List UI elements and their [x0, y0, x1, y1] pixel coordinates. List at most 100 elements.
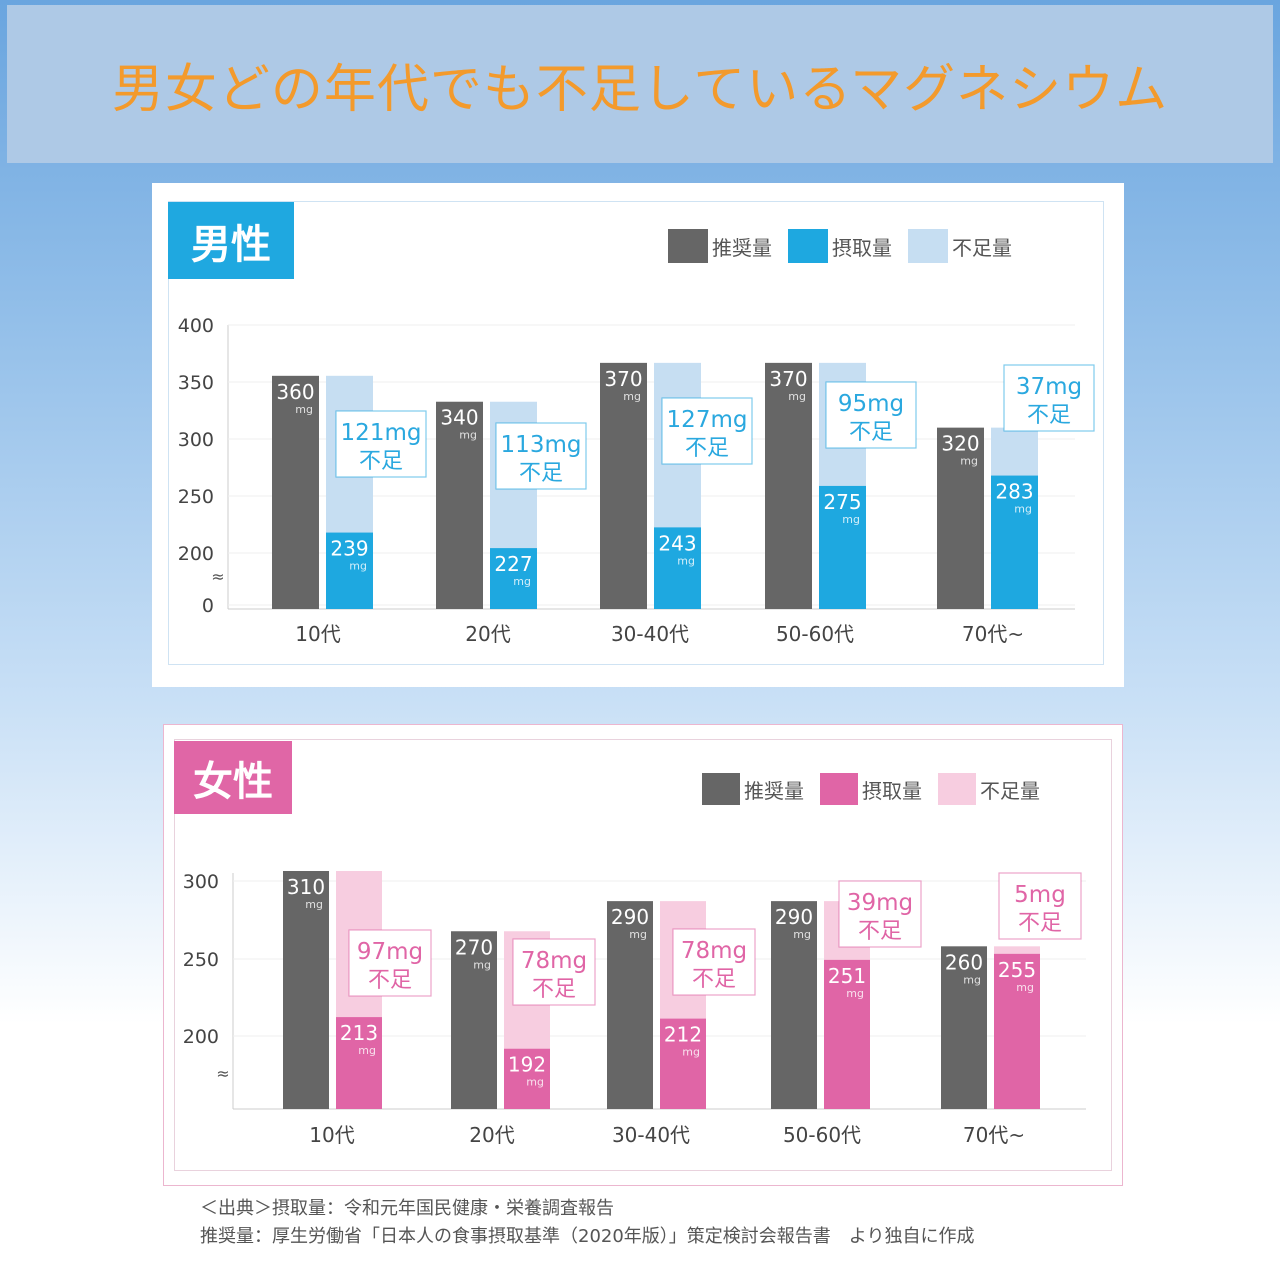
- legend-item-recommended: 推奨量: [702, 773, 804, 805]
- recommended-bar: [600, 362, 647, 609]
- recommended-bar: [283, 871, 329, 1109]
- shortage-text-label: 不足: [685, 436, 729, 461]
- recommended-unit-label: mg: [960, 455, 978, 468]
- y-tick-label: 250: [183, 949, 219, 971]
- recommended-value-label: 370: [769, 367, 807, 391]
- shortage-amount-label: 39mg: [847, 890, 913, 916]
- x-tick-label: 30-40代: [611, 622, 689, 646]
- intake-unit-label: mg: [677, 554, 695, 567]
- x-tick-label: 70代~: [963, 1123, 1025, 1147]
- intake-value-label: 227: [494, 552, 532, 576]
- legend-item-intake: 摂取量: [788, 229, 892, 263]
- intake-unit-label: mg: [846, 987, 864, 1000]
- legend-item-shortage: 不足量: [908, 229, 1012, 263]
- male-legend: 推奨量 摂取量 不足量: [668, 229, 1028, 263]
- intake-value-label: 213: [340, 1021, 378, 1045]
- recommended-bar: [941, 946, 987, 1109]
- shortage-amount-label: 37mg: [1016, 374, 1082, 400]
- legend-swatch-recommended: [668, 229, 708, 263]
- recommended-unit-label: mg: [295, 403, 313, 416]
- intake-bar: [991, 475, 1038, 609]
- recommended-unit-label: mg: [629, 928, 647, 941]
- recommended-value-label: 260: [945, 950, 983, 974]
- y-tick-label: 0: [202, 595, 214, 617]
- intake-value-label: 283: [995, 480, 1033, 504]
- shortage-amount-label: 113mg: [501, 432, 582, 458]
- shortage-callout-box: [825, 381, 917, 449]
- legend-item-recommended: 推奨量: [668, 229, 772, 263]
- legend-swatch-recommended: [702, 773, 740, 805]
- shortage-amount-label: 78mg: [521, 948, 587, 974]
- female-bar-chart: 300250200≈310mg213mg97mg不足10代270mg192mg7…: [183, 871, 1086, 1147]
- shortage-callout-box: [335, 410, 427, 478]
- male-bar-chart: 4003503002502000≈360mg239mg121mg不足10代340…: [178, 315, 1095, 646]
- page-title: 男女どの年代でも不足しているマグネシウム: [111, 59, 1169, 120]
- intake-unit-label: mg: [1016, 981, 1034, 994]
- source-line-2: 推奨量：厚生労働省「日本人の食事摂取基準（2020年版）」策定検討会報告書 より…: [200, 1226, 975, 1247]
- shortage-callout-box: [838, 880, 922, 948]
- recommended-bar: [771, 901, 817, 1109]
- recommended-value-label: 320: [941, 432, 979, 456]
- female-legend: 推奨量 摂取量 不足量: [702, 773, 1056, 805]
- shortage-text-label: 不足: [1018, 911, 1062, 936]
- intake-bar: [660, 1018, 706, 1109]
- shortage-amount-label: 97mg: [357, 939, 423, 965]
- x-tick-label: 50-60代: [776, 622, 854, 646]
- intake-unit-label: mg: [1014, 503, 1032, 516]
- y-tick-label: 200: [183, 1026, 219, 1048]
- x-tick-label: 20代: [465, 622, 510, 646]
- shortage-amount-label: 127mg: [667, 407, 748, 433]
- recommended-unit-label: mg: [459, 429, 477, 442]
- x-tick-label: 50-60代: [783, 1123, 861, 1147]
- male-tag: 男性: [168, 202, 294, 279]
- x-tick-label: 70代~: [962, 622, 1024, 646]
- source-note: ＜出典＞摂取量：令和元年国民健康・栄養調査報告 推奨量：厚生労働省「日本人の食事…: [200, 1195, 1200, 1251]
- recommended-bar: [937, 427, 984, 609]
- shortage-text-label: 不足: [692, 967, 736, 992]
- shortage-text-label: 不足: [858, 919, 902, 944]
- intake-unit-label: mg: [513, 575, 531, 588]
- intake-value-label: 255: [998, 958, 1036, 982]
- intake-value-label: 212: [664, 1023, 702, 1047]
- intake-value-label: 251: [828, 964, 866, 988]
- female-tag: 女性: [174, 741, 292, 814]
- shortage-amount-label: 78mg: [681, 938, 747, 964]
- legend-label-intake: 摂取量: [832, 235, 892, 260]
- recommended-bar: [607, 901, 653, 1109]
- recommended-bar: [436, 401, 483, 609]
- recommended-unit-label: mg: [473, 958, 491, 971]
- legend-label-shortage: 不足量: [980, 778, 1040, 803]
- legend-item-shortage: 不足量: [938, 773, 1040, 805]
- shortage-text-label: 不足: [532, 977, 576, 1002]
- shortage-text-label: 不足: [849, 420, 893, 445]
- legend-label-shortage: 不足量: [952, 235, 1012, 260]
- intake-bar: [326, 532, 373, 609]
- recommended-bar: [451, 931, 497, 1109]
- shortage-text-label: 不足: [1027, 403, 1071, 428]
- legend-swatch-shortage: [938, 773, 976, 805]
- shortage-text-label: 不足: [368, 968, 412, 993]
- shortage-amount-label: 95mg: [838, 391, 904, 417]
- x-tick-label: 20代: [469, 1123, 514, 1147]
- intake-value-label: 243: [658, 531, 696, 555]
- intake-unit-label: mg: [842, 513, 860, 526]
- intake-value-label: 192: [508, 1053, 546, 1077]
- y-tick-label: 400: [178, 315, 214, 337]
- recommended-value-label: 310: [287, 875, 325, 899]
- recommended-value-label: 360: [276, 380, 314, 404]
- y-tick-label: 200: [178, 543, 214, 565]
- shortage-callout-box: [348, 929, 432, 997]
- shortage-callout-box: [661, 397, 753, 465]
- axis-break-mark: ≈: [211, 567, 224, 586]
- shortage-callout-box: [672, 928, 756, 996]
- y-tick-label: 350: [178, 372, 214, 394]
- shortage-amount-label: 5mg: [1014, 882, 1066, 908]
- recommended-value-label: 340: [440, 406, 478, 430]
- axis-break-mark: ≈: [216, 1064, 229, 1083]
- intake-bar: [654, 527, 701, 609]
- legend-swatch-intake: [788, 229, 828, 263]
- source-line-1: ＜出典＞摂取量：令和元年国民健康・栄養調査報告: [200, 1198, 614, 1219]
- intake-unit-label: mg: [682, 1046, 700, 1059]
- x-tick-label: 30-40代: [612, 1123, 690, 1147]
- male-chart-card: 男性 推奨量 摂取量 不足量 400 350 300 250 200 0 ≈360 mg 239…: [152, 183, 1124, 687]
